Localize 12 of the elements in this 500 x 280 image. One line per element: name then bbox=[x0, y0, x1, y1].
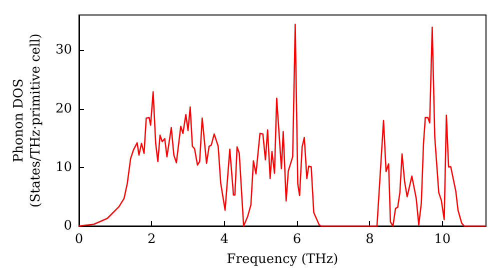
y-tick-label: 30 bbox=[55, 42, 72, 58]
x-tick-label: 4 bbox=[220, 232, 228, 247]
x-tick-label: 2 bbox=[148, 232, 156, 247]
x-tick-label: 6 bbox=[292, 232, 302, 247]
x-tick-label: 8 bbox=[366, 232, 374, 247]
x-tick-label: 0 bbox=[74, 232, 84, 247]
y-tick-label: 0 bbox=[64, 218, 72, 234]
y-axis-title: Phonon DOS (States/THz·primitive cell) bbox=[12, 33, 44, 208]
y-tick-label: 20 bbox=[55, 101, 72, 116]
x-axis-title: Frequency (THz) bbox=[226, 252, 338, 267]
x-tick-label: 10 bbox=[434, 232, 451, 247]
y-tick-label: 10 bbox=[55, 160, 72, 175]
